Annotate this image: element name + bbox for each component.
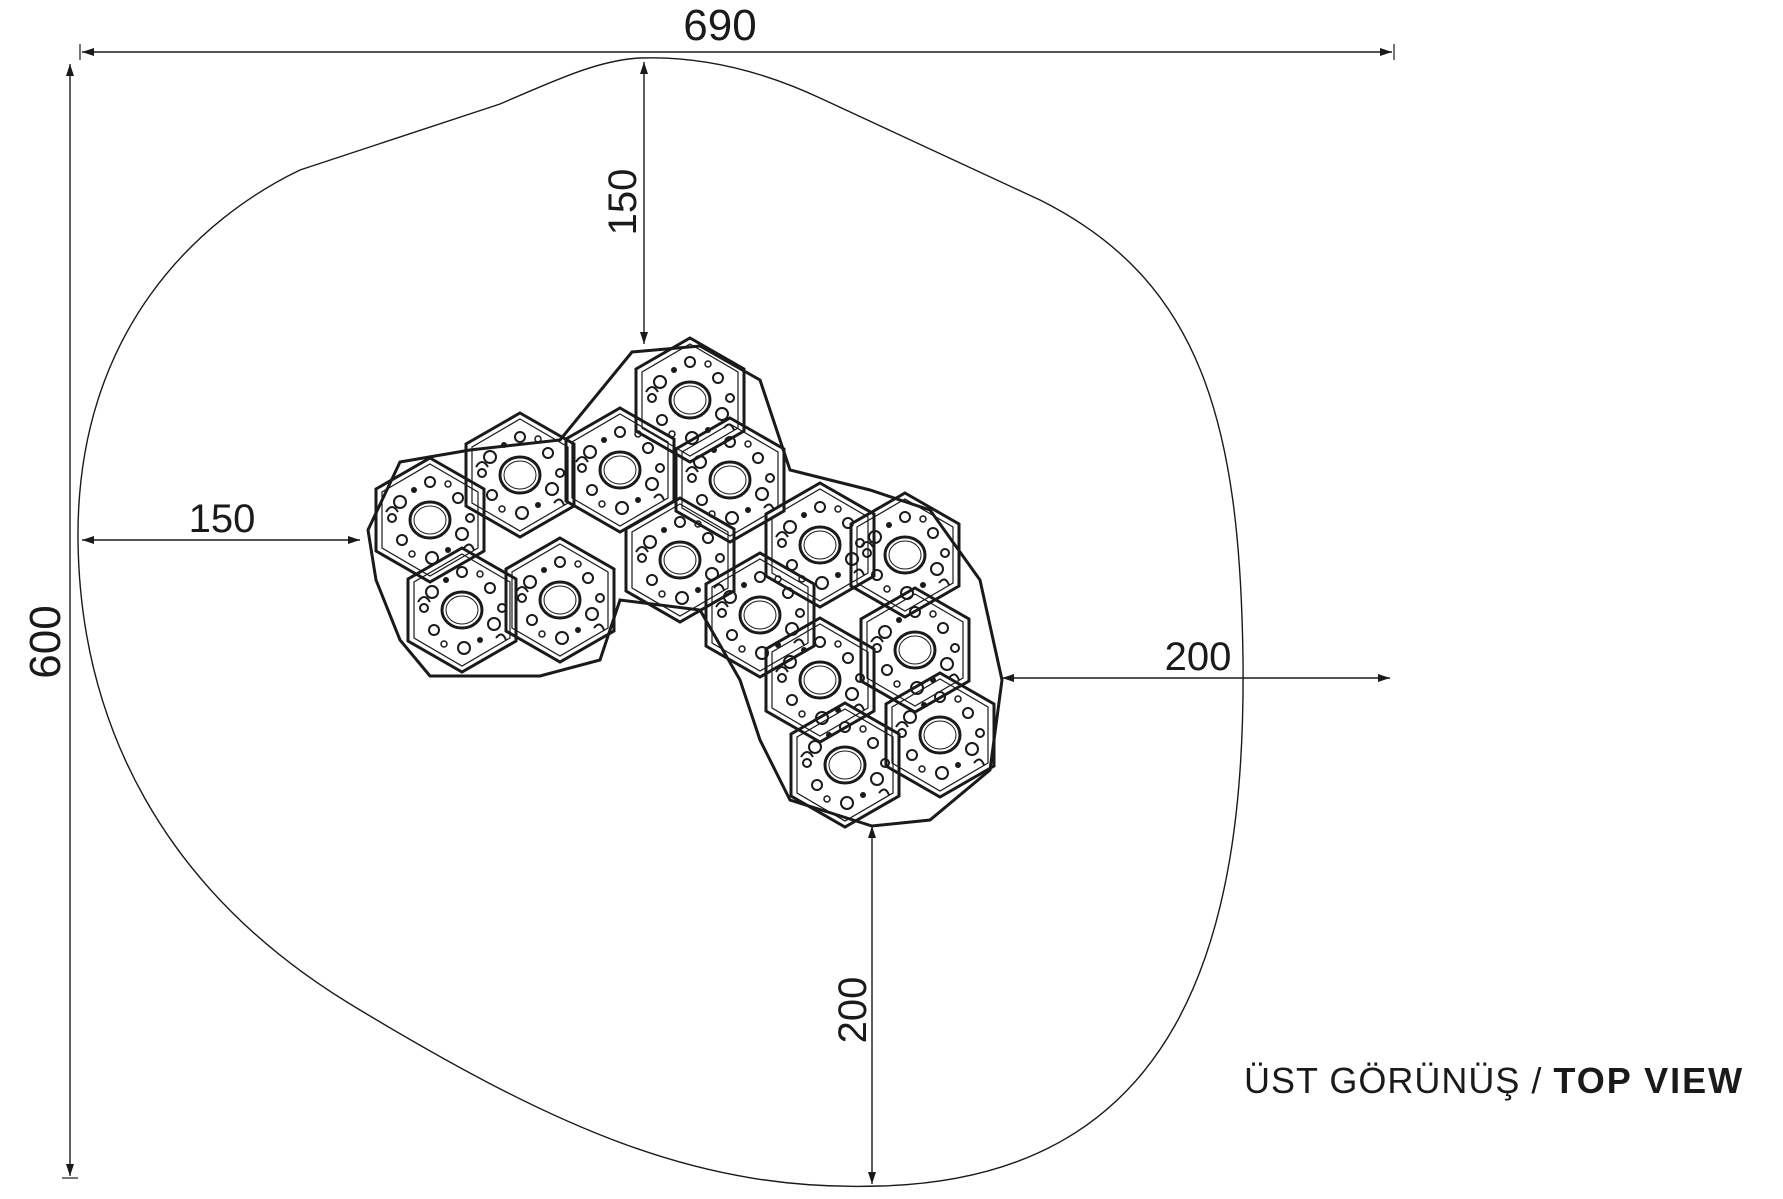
safety-zone-outline — [77, 57, 1244, 1188]
right-clearance-label: 200 — [1165, 635, 1232, 679]
left-clearance-label: 150 — [189, 497, 256, 541]
overall-depth-label: 600 — [21, 605, 70, 678]
view-label-english: TOP VIEW — [1553, 1060, 1745, 1101]
view-label: ÜST GÖRÜNÜŞ / TOP VIEW — [1244, 1060, 1744, 1102]
overall-width-label: 690 — [683, 1, 756, 50]
top-clearance-label: 150 — [601, 169, 645, 236]
climbing-structure — [366, 336, 1004, 829]
bottom-clearance-label: 200 — [831, 977, 875, 1044]
view-label-turkish: ÜST GÖRÜNÜŞ / — [1244, 1060, 1554, 1101]
